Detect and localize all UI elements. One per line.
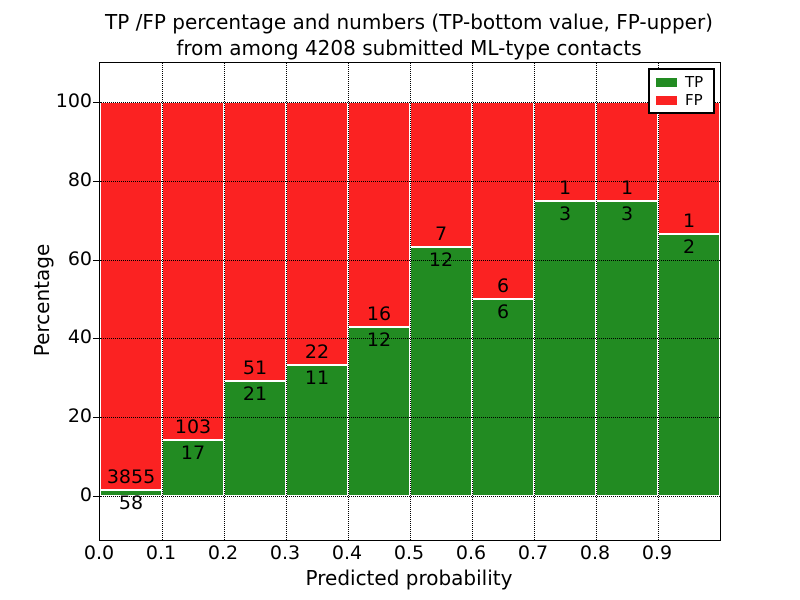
tp-count-label: 3 <box>558 202 572 225</box>
x-tick-label: 0.0 <box>83 542 115 564</box>
y-tick-mark <box>93 102 100 104</box>
legend-label: TP <box>685 73 704 91</box>
y-tick-label: 60 <box>67 247 92 270</box>
x-tick-label: 0.7 <box>517 542 549 564</box>
plot-area: TP FP 3855 58 103 17 51 21 22 11 16 12 7 12 6 6 1 3 1 3 1 2 <box>93 62 721 541</box>
vertical-gridline <box>472 63 473 540</box>
fp-count-label: 7 <box>434 223 448 246</box>
tp-bar-segment <box>286 364 348 496</box>
tp-count-label: 21 <box>242 383 268 406</box>
tp-bar-segment <box>348 327 410 496</box>
x-tick-label: 0.8 <box>579 542 611 564</box>
fp-swatch <box>656 95 677 105</box>
y-tick-mark <box>93 181 100 183</box>
fp-count-label: 22 <box>304 340 330 363</box>
fp-count-label: 16 <box>366 303 392 326</box>
vertical-gridline <box>162 63 163 540</box>
vertical-gridline <box>534 63 535 540</box>
tp-count-label: 17 <box>180 442 206 465</box>
y-tick-mark <box>93 259 100 261</box>
x-tick-label: 0.1 <box>145 542 177 564</box>
tp-count-label: 58 <box>118 492 144 515</box>
fp-bar-segment <box>224 102 286 382</box>
x-tick-label: 0.3 <box>269 542 301 564</box>
fp-bar-segment <box>286 102 348 365</box>
legend-entry-fp: FP <box>656 92 707 108</box>
y-tick-label: 40 <box>67 326 92 349</box>
fp-count-label: 103 <box>174 416 212 439</box>
fp-count-label: 1 <box>620 176 634 199</box>
vertical-gridline <box>286 63 287 540</box>
tp-bar-segment <box>596 200 658 496</box>
vertical-gridline <box>224 63 225 540</box>
x-tick-label: 0.4 <box>331 542 363 564</box>
y-tick-mark <box>93 338 100 340</box>
fp-bar-segment <box>348 102 410 328</box>
vertical-gridline <box>410 63 411 540</box>
tp-bar-segment <box>534 200 596 496</box>
y-tick-mark <box>93 495 100 497</box>
fp-bar-segment <box>596 102 658 201</box>
tp-swatch <box>656 77 677 87</box>
tp-bar-segment <box>472 299 534 496</box>
fp-count-label: 3855 <box>106 466 156 489</box>
chart-title-line1: TP /FP percentage and numbers (TP-bottom… <box>105 10 713 34</box>
tp-count-label: 11 <box>304 366 330 389</box>
tp-count-label: 12 <box>428 249 454 272</box>
y-tick-label: 20 <box>67 405 92 428</box>
legend-entry-tp: TP <box>656 74 707 90</box>
tp-bar-segment <box>162 440 224 496</box>
fp-bar-segment <box>162 102 224 441</box>
x-tick-label: 0.2 <box>207 542 239 564</box>
chart-title: TP /FP percentage and numbers (TP-bottom… <box>99 9 719 61</box>
fp-count-label: 1 <box>682 209 696 232</box>
tp-count-label: 12 <box>366 329 392 352</box>
y-tick-label: 100 <box>55 90 92 113</box>
fp-count-label: 1 <box>558 176 572 199</box>
x-tick-label: 0.6 <box>455 542 487 564</box>
x-tick-label: 0.9 <box>641 542 673 564</box>
tp-count-label: 3 <box>620 202 634 225</box>
fp-bar-segment <box>534 102 596 201</box>
tp-bar-segment <box>410 247 472 496</box>
vertical-gridline <box>596 63 597 540</box>
legend: TP FP <box>648 68 715 114</box>
fp-count-label: 51 <box>242 357 268 380</box>
fp-bar-segment <box>472 102 534 300</box>
x-axis-label: Predicted probability <box>305 566 513 590</box>
tp-count-label: 6 <box>496 301 510 324</box>
fp-bar-segment <box>658 102 720 234</box>
y-tick-mark <box>93 417 100 419</box>
vertical-gridline <box>658 63 659 540</box>
legend-label: FP <box>685 91 703 109</box>
tp-bar-segment <box>658 233 720 496</box>
x-tick-label: 0.5 <box>393 542 425 564</box>
fp-count-label: 6 <box>496 275 510 298</box>
fp-bar-segment <box>100 102 162 491</box>
tp-count-label: 2 <box>682 235 696 258</box>
chart-title-line2: from among 4208 submitted ML-type contac… <box>176 36 642 60</box>
y-tick-label: 0 <box>79 483 92 506</box>
vertical-gridline <box>348 63 349 540</box>
y-tick-label: 80 <box>67 169 92 192</box>
tp-bar-segment <box>100 490 162 496</box>
